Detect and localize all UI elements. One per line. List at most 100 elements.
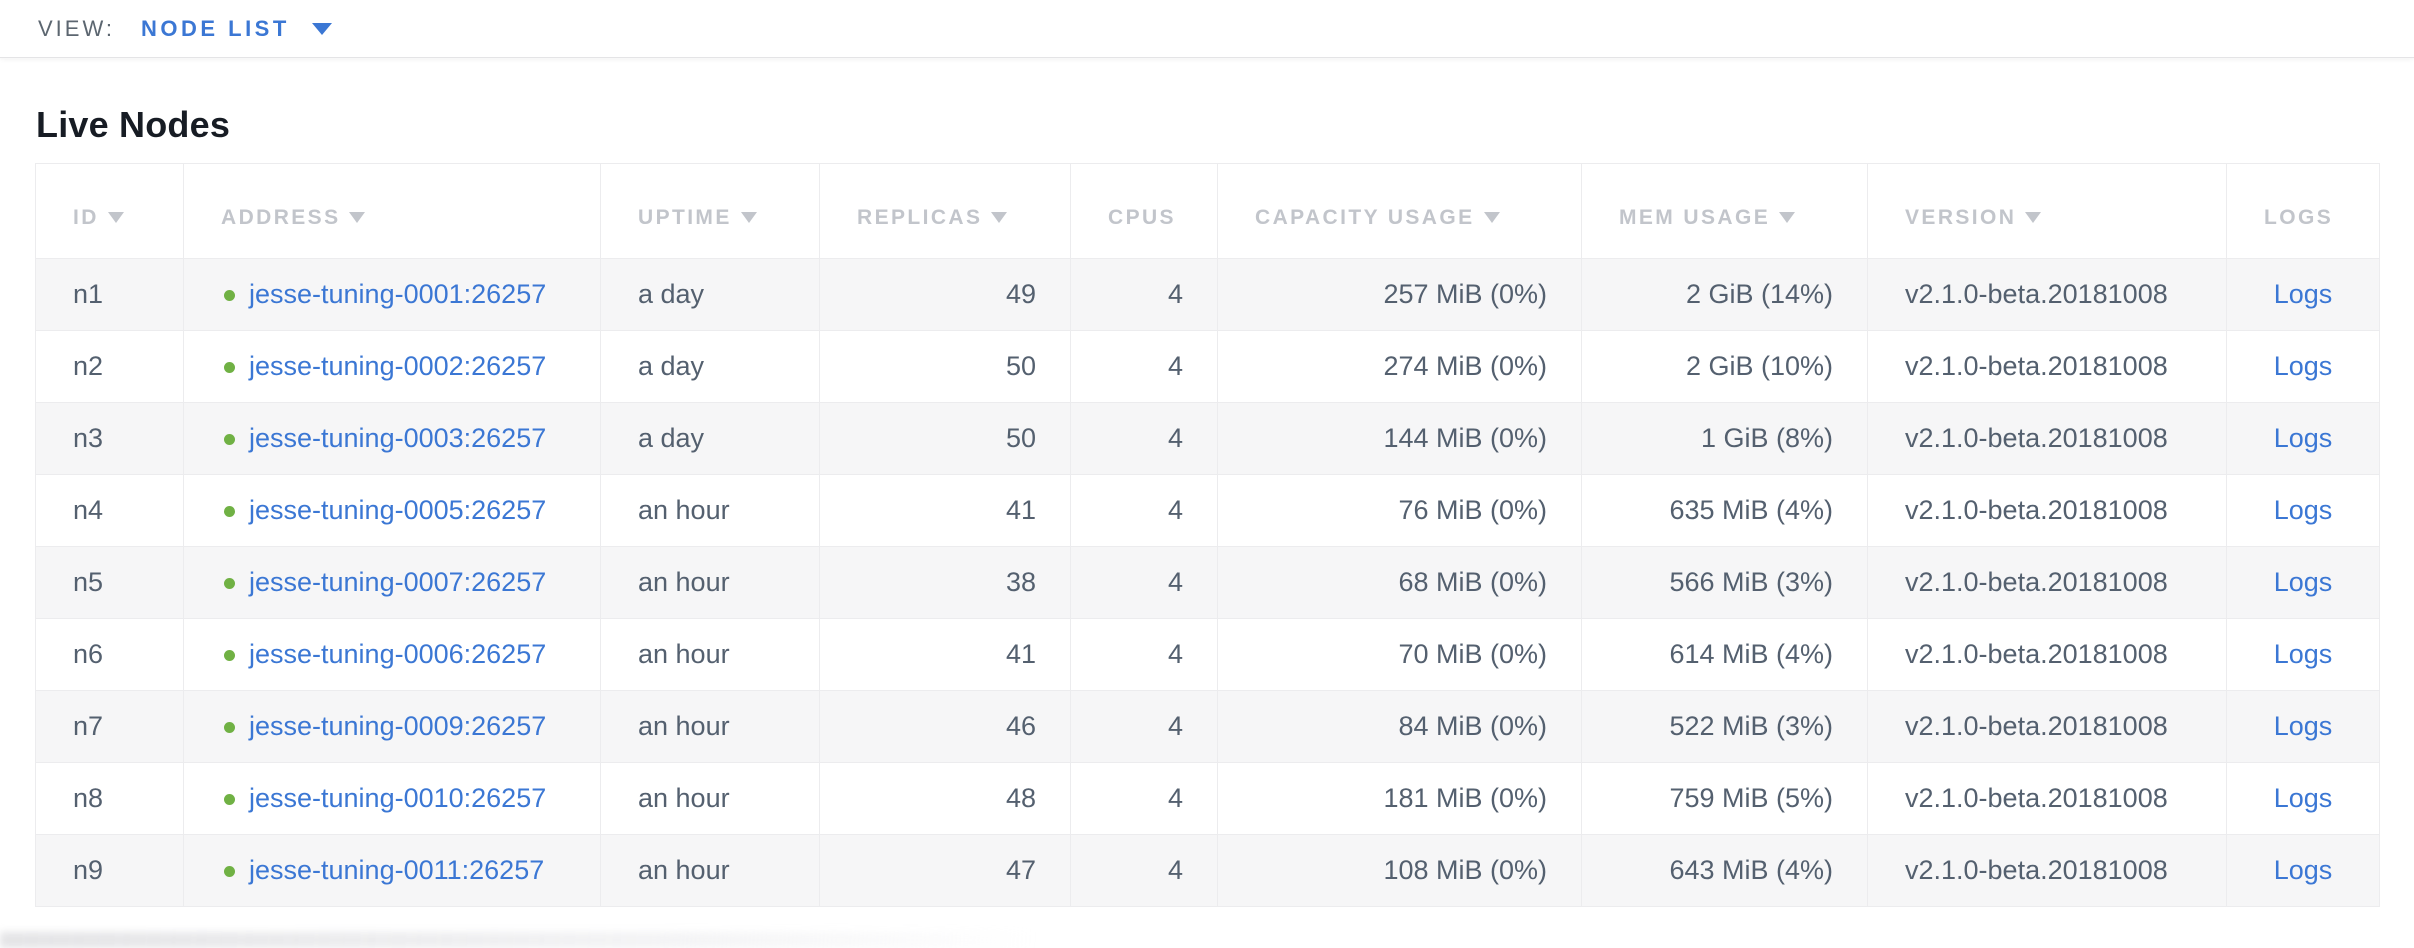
cell-uptime: an hour — [600, 618, 820, 691]
column-header-label: ID — [73, 206, 99, 229]
column-header-mem-usage[interactable]: MEM USAGE — [1581, 163, 1868, 259]
column-header-id[interactable]: ID — [35, 163, 184, 259]
node-address-link[interactable]: jesse-tuning-0011:26257 — [249, 855, 545, 885]
cell-version: v2.1.0-beta.20181008 — [1867, 474, 2227, 547]
node-logs-link[interactable]: Logs — [2273, 783, 2333, 813]
cell-address: jesse-tuning-0006:26257 — [183, 618, 601, 691]
table-row: n4 jesse-tuning-0005:26257 an hour 41 4 76 Mi… — [35, 474, 2380, 547]
column-header-address[interactable]: ADDRESS — [183, 163, 601, 259]
column-header-version[interactable]: VERSION — [1867, 163, 2227, 259]
column-header-label: CPUS — [1108, 206, 1176, 229]
cell-capacity-usage: 84 MiB (0%) — [1217, 690, 1582, 763]
sort-desc-icon — [740, 212, 757, 223]
cell-id: n3 — [35, 402, 184, 475]
live-status-icon — [224, 650, 235, 661]
sort-desc-icon — [1779, 212, 1796, 223]
cell-uptime: an hour — [600, 762, 820, 835]
cell-logs: Logs — [2226, 762, 2380, 835]
cell-version: v2.1.0-beta.20181008 — [1867, 546, 2227, 619]
cell-capacity-usage: 274 MiB (0%) — [1217, 330, 1582, 403]
cell-logs: Logs — [2226, 474, 2380, 547]
column-header-uptime[interactable]: UPTIME — [600, 163, 820, 259]
live-status-icon — [224, 722, 235, 733]
cell-mem-usage: 643 MiB (4%) — [1581, 834, 1868, 907]
node-address-link[interactable]: jesse-tuning-0001:26257 — [249, 279, 547, 309]
cell-capacity-usage: 70 MiB (0%) — [1217, 618, 1582, 691]
node-logs-link[interactable]: Logs — [2273, 567, 2333, 597]
cell-cpus: 4 — [1070, 834, 1218, 907]
cell-uptime: an hour — [600, 546, 820, 619]
cell-version: v2.1.0-beta.20181008 — [1867, 402, 2227, 475]
node-address-link[interactable]: jesse-tuning-0005:26257 — [249, 495, 547, 525]
cell-version: v2.1.0-beta.20181008 — [1867, 762, 2227, 835]
table-row: n6 jesse-tuning-0006:26257 an hour 41 4 70 Mi… — [35, 618, 2380, 691]
node-logs-link[interactable]: Logs — [2273, 495, 2333, 525]
cell-version: v2.1.0-beta.20181008 — [1867, 834, 2227, 907]
cell-cpus: 4 — [1070, 618, 1218, 691]
cell-id: n5 — [35, 546, 184, 619]
cell-replicas: 41 — [819, 618, 1071, 691]
node-address-link[interactable]: jesse-tuning-0010:26257 — [249, 783, 547, 813]
cell-address: jesse-tuning-0003:26257 — [183, 402, 601, 475]
cell-address: jesse-tuning-0010:26257 — [183, 762, 601, 835]
cell-cpus: 4 — [1070, 762, 1218, 835]
cell-mem-usage: 522 MiB (3%) — [1581, 690, 1868, 763]
cell-address: jesse-tuning-0011:26257 — [183, 834, 601, 907]
node-logs-link[interactable]: Logs — [2273, 639, 2333, 669]
cell-version: v2.1.0-beta.20181008 — [1867, 330, 2227, 403]
column-header-label: VERSION — [1905, 206, 2017, 229]
cell-mem-usage: 759 MiB (5%) — [1581, 762, 1868, 835]
cell-version: v2.1.0-beta.20181008 — [1867, 618, 2227, 691]
column-header-cpus: CPUS — [1070, 163, 1218, 259]
cell-capacity-usage: 68 MiB (0%) — [1217, 546, 1582, 619]
cell-replicas: 38 — [819, 546, 1071, 619]
cell-capacity-usage: 181 MiB (0%) — [1217, 762, 1582, 835]
cell-capacity-usage: 76 MiB (0%) — [1217, 474, 1582, 547]
cell-replicas: 46 — [819, 690, 1071, 763]
cell-capacity-usage: 144 MiB (0%) — [1217, 402, 1582, 475]
node-logs-link[interactable]: Logs — [2273, 423, 2333, 453]
cell-version: v2.1.0-beta.20181008 — [1867, 690, 2227, 763]
cell-cpus: 4 — [1070, 330, 1218, 403]
column-header-label: UPTIME — [638, 206, 732, 229]
below-fold-shadow — [0, 932, 1570, 948]
node-logs-link[interactable]: Logs — [2273, 279, 2333, 309]
column-header-replicas[interactable]: REPLICAS — [819, 163, 1071, 259]
node-address-link[interactable]: jesse-tuning-0009:26257 — [249, 711, 547, 741]
cell-address: jesse-tuning-0007:26257 — [183, 546, 601, 619]
cell-cpus: 4 — [1070, 402, 1218, 475]
cell-uptime: an hour — [600, 474, 820, 547]
column-header-label: REPLICAS — [857, 206, 983, 229]
cell-address: jesse-tuning-0009:26257 — [183, 690, 601, 763]
cell-address: jesse-tuning-0001:26257 — [183, 258, 601, 331]
cell-capacity-usage: 257 MiB (0%) — [1217, 258, 1582, 331]
cell-mem-usage: 635 MiB (4%) — [1581, 474, 1868, 547]
table-row: n5 jesse-tuning-0007:26257 an hour 38 4 68 Mi… — [35, 546, 2380, 619]
node-logs-link[interactable]: Logs — [2273, 855, 2333, 885]
table-row: n2 jesse-tuning-0002:26257 a day 50 4 274 MiB… — [35, 330, 2380, 403]
view-bar: VIEW: NODE LIST — [0, 0, 2414, 58]
node-address-link[interactable]: jesse-tuning-0007:26257 — [249, 567, 547, 597]
cell-cpus: 4 — [1070, 546, 1218, 619]
cell-uptime: a day — [600, 258, 820, 331]
cell-replicas: 47 — [819, 834, 1071, 907]
cell-capacity-usage: 108 MiB (0%) — [1217, 834, 1582, 907]
cell-replicas: 48 — [819, 762, 1071, 835]
table-row: n1 jesse-tuning-0001:26257 a day 49 4 257 MiB… — [35, 258, 2380, 331]
cell-mem-usage: 614 MiB (4%) — [1581, 618, 1868, 691]
live-status-icon — [224, 434, 235, 445]
cell-uptime: an hour — [600, 690, 820, 763]
column-header-capacity-usage[interactable]: CAPACITY USAGE — [1217, 163, 1582, 259]
node-logs-link[interactable]: Logs — [2273, 351, 2333, 381]
view-selector-dropdown[interactable]: NODE LIST — [141, 16, 332, 42]
table-header-row: ID ADDRESS UPTIME REPLICAS CPUS CAPACITY… — [35, 163, 2380, 259]
cell-logs: Logs — [2226, 330, 2380, 403]
cell-logs: Logs — [2226, 546, 2380, 619]
node-logs-link[interactable]: Logs — [2273, 711, 2333, 741]
column-header-label: ADDRESS — [221, 206, 341, 229]
cell-logs: Logs — [2226, 834, 2380, 907]
node-address-link[interactable]: jesse-tuning-0003:26257 — [249, 423, 547, 453]
cell-id: n4 — [35, 474, 184, 547]
node-address-link[interactable]: jesse-tuning-0002:26257 — [249, 351, 547, 381]
node-address-link[interactable]: jesse-tuning-0006:26257 — [249, 639, 547, 669]
